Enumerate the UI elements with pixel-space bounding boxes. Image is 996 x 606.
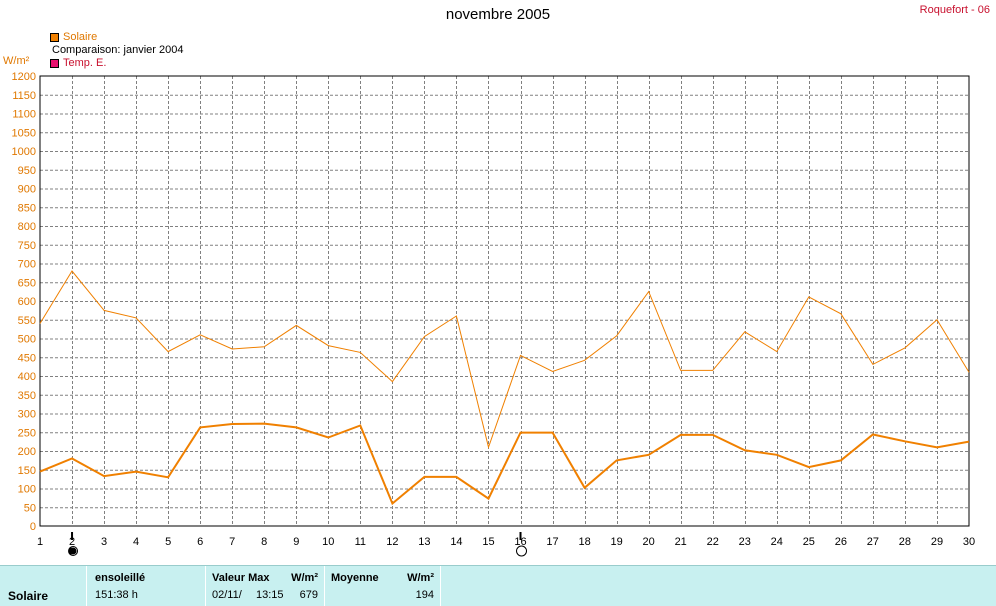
legend-item-solar[interactable]: Solaire — [50, 31, 183, 44]
x-tick-label: 18 — [578, 536, 590, 548]
legend: Solaire Comparaison: janvier 2004 Temp. … — [50, 31, 183, 70]
x-tick-label: 12 — [386, 536, 398, 548]
legend-swatch-solar — [50, 33, 59, 42]
y-tick-label: 1200 — [12, 71, 36, 83]
max-value: 679 — [299, 589, 318, 601]
x-tick-label: 24 — [771, 536, 783, 548]
avg-unit: W/m² — [407, 572, 434, 584]
y-tick-label: 1050 — [12, 127, 36, 139]
y-tick-label: 50 — [24, 502, 36, 514]
x-tick-label: 1 — [37, 536, 43, 548]
y-tick-label: 1100 — [12, 109, 36, 121]
x-tick-label: 28 — [899, 536, 911, 548]
series-line-comparison — [39, 270, 970, 450]
sunshine-header: ensoleillé — [95, 572, 146, 584]
y-tick-label: 500 — [18, 334, 36, 346]
x-tick-label: 16 — [514, 536, 526, 548]
footer-max-cell: Valeur Max W/m² 02/11/ 13:15 679 — [206, 566, 325, 606]
y-tick-label: 800 — [18, 221, 36, 233]
legend-item-comparison: Comparaison: janvier 2004 — [50, 44, 183, 57]
y-tick-label: 250 — [18, 427, 36, 439]
x-tick-label: 27 — [867, 536, 879, 548]
x-tick-label: 2 — [69, 536, 75, 548]
footer-name-cell: Solaire — [0, 566, 87, 606]
x-tick-label: 17 — [546, 536, 558, 548]
y-tick-label: 900 — [18, 184, 36, 196]
full-moon-icon — [516, 545, 528, 557]
y-tick-label: 400 — [18, 371, 36, 383]
y-tick-label: 200 — [18, 446, 36, 458]
new-moon-disc — [69, 547, 77, 555]
x-tick-label: 7 — [229, 536, 235, 548]
x-tick-label: 3 — [101, 536, 107, 548]
y-tick-label: 700 — [18, 259, 36, 271]
chart-area: 0 50 100 150 200 250 300 350 400 450 500 550 600 650 7… — [12, 71, 975, 557]
x-tick-label: 23 — [739, 536, 751, 548]
x-tick-label: 26 — [835, 536, 847, 548]
x-tick-label: 25 — [803, 536, 815, 548]
avg-header: Moyenne — [331, 572, 379, 584]
y-tick-label: 100 — [18, 484, 36, 496]
x-tick-label: 29 — [931, 536, 943, 548]
y-tick-label: 650 — [18, 277, 36, 289]
sunshine-value: 151:38 h — [95, 589, 138, 601]
x-tick-label: 8 — [261, 536, 267, 548]
x-axis-ticks: 1 2 3 4 5 6 7 8 9 10 11 12 13 14 15 16 17 18 19 20 21 22 23 24 2… — [37, 536, 975, 548]
x-tick-label: 6 — [197, 536, 203, 548]
y-tick-label: 0 — [30, 521, 36, 533]
y-tick-label: 450 — [18, 352, 36, 364]
y-tick-label: 1150 — [12, 90, 36, 102]
series-lines — [39, 270, 970, 506]
y-tick-label: 350 — [18, 390, 36, 402]
legend-label-solar: Solaire — [63, 31, 98, 43]
x-tick-label: 11 — [355, 536, 366, 548]
y-tick-label: 150 — [18, 465, 36, 477]
y-tick-label: 550 — [18, 315, 36, 327]
moon-markers — [68, 532, 528, 557]
y-tick-label: 750 — [18, 240, 36, 252]
legend-label-comparison: Comparaison: janvier 2004 — [52, 44, 184, 56]
x-tick-label: 5 — [165, 536, 171, 548]
chart-title: novembre 2005 — [445, 6, 551, 23]
x-tick-label: 15 — [482, 536, 494, 548]
plot-frame — [39, 75, 970, 527]
x-tick-label: 30 — [963, 536, 975, 548]
avg-value: 194 — [415, 589, 434, 601]
legend-label-temp: Temp. E. — [63, 57, 107, 69]
y-axis-ticks: 0 50 100 150 200 250 300 350 400 450 500 550 600 650 7… — [12, 71, 36, 533]
footer-sunshine-cell: ensoleillé 151:38 h — [87, 566, 206, 606]
x-tick-label: 21 — [675, 536, 687, 548]
summary-footer: Solaire ensoleillé 151:38 h Valeur Max W… — [0, 565, 996, 606]
y-tick-label: 1000 — [12, 146, 36, 158]
y-tick-label: 600 — [18, 296, 36, 308]
x-tick-label: 22 — [707, 536, 719, 548]
y-tick-label: 950 — [18, 165, 36, 177]
footer-avg-cell: Moyenne W/m² 194 — [325, 566, 441, 606]
max-header: Valeur Max — [212, 572, 270, 584]
x-tick-label: 19 — [610, 536, 622, 548]
x-tick-label: 4 — [133, 536, 139, 548]
x-tick-label: 14 — [450, 536, 462, 548]
new-moon-shade — [68, 546, 74, 556]
y-tick-label: 850 — [18, 202, 36, 214]
max-time: 13:15 — [256, 589, 284, 601]
max-unit: W/m² — [291, 572, 318, 584]
y-axis-label: W/m² — [3, 55, 30, 67]
x-tick-label: 20 — [643, 536, 655, 548]
max-date: 02/11/ — [212, 589, 242, 601]
series-line-solar — [39, 422, 970, 506]
y-tick-label: 300 — [18, 409, 36, 421]
legend-item-temp[interactable]: Temp. E. — [50, 57, 183, 70]
x-tick-label: 10 — [322, 536, 334, 548]
x-tick-label: 13 — [418, 536, 430, 548]
x-tick-label: 9 — [293, 536, 299, 548]
legend-swatch-temp — [50, 59, 59, 68]
station-name: Roquefort - 06 — [919, 4, 990, 16]
footer-series-name: Solaire — [8, 589, 49, 603]
